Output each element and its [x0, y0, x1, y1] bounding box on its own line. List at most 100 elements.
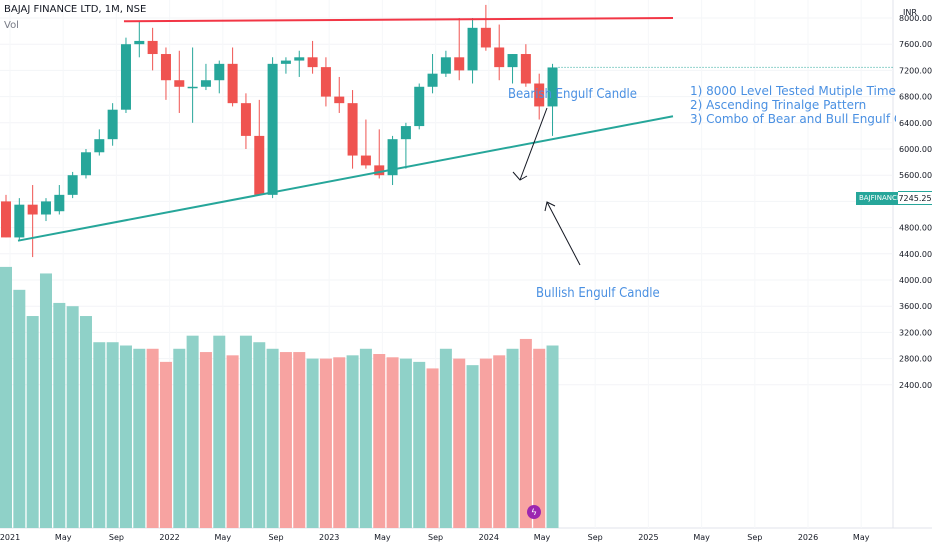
- volume-bar: [319, 358, 332, 528]
- y-tick-label: 5600.00: [899, 171, 932, 180]
- bullish-engulf-label: Bullish Engulf Candle: [536, 286, 660, 301]
- bullish-arrow: [546, 201, 581, 266]
- bearish-arrow: [519, 107, 548, 181]
- note-3: 3) Combo of Bear and Bull Engulf Candle: [690, 112, 896, 126]
- candle-body: [454, 57, 465, 71]
- volume-bar: [479, 358, 492, 528]
- candle-body: [294, 57, 305, 61]
- candle-body: [160, 54, 171, 81]
- candle-body: [27, 204, 38, 215]
- notes-block: 1) 8000 Level Tested Mutiple Times 2) As…: [690, 84, 896, 126]
- volume-bar: [199, 352, 212, 528]
- candle-body: [200, 80, 211, 87]
- x-tick-label: May: [55, 533, 72, 542]
- volume-bar: [413, 361, 426, 528]
- x-tick-label: 2023: [319, 533, 339, 542]
- candle-body: [174, 80, 185, 87]
- volume-bar: [13, 289, 26, 528]
- support-line: [17, 115, 674, 242]
- y-tick-label: 8000.00: [899, 14, 932, 23]
- volume-bar: [533, 348, 546, 528]
- candle-body: [40, 201, 51, 215]
- volume-bar: [159, 361, 172, 528]
- y-tick-label: 6800.00: [899, 93, 932, 102]
- volume-bar: [426, 368, 439, 528]
- volume-bar: [186, 335, 199, 528]
- x-tick-label: 2021: [0, 533, 20, 542]
- x-tick-label: May: [693, 533, 710, 542]
- x-tick-label: May: [374, 533, 391, 542]
- candle-body: [107, 109, 118, 140]
- volume-bar: [306, 358, 319, 528]
- candle-body: [254, 135, 265, 195]
- y-tick-label: 4000.00: [899, 276, 932, 285]
- x-tick-label: 2025: [638, 533, 658, 542]
- volume-bar: [146, 348, 159, 528]
- volume-bar: [359, 348, 372, 528]
- candle-body: [480, 27, 491, 48]
- candle-body: [494, 47, 505, 68]
- candle-body: [534, 83, 545, 107]
- x-tick-label: Sep: [268, 533, 283, 542]
- volume-bar: [506, 348, 519, 528]
- candle-body: [507, 54, 518, 68]
- x-tick-label: May: [853, 533, 870, 542]
- volume-bar: [53, 302, 66, 528]
- volume-bar: [266, 348, 279, 528]
- candle-body: [414, 86, 425, 127]
- volume-bar: [399, 358, 412, 528]
- last-price-tag: 7245.25: [898, 191, 932, 205]
- y-tick-label: 3600.00: [899, 302, 932, 311]
- volume-bar: [119, 345, 132, 528]
- candle-body: [267, 63, 278, 195]
- x-tick-label: May: [534, 533, 551, 542]
- candle-body: [467, 27, 478, 71]
- y-tick-label: 2400.00: [899, 381, 932, 390]
- candle-body: [427, 73, 438, 87]
- currency-label[interactable]: INR: [903, 8, 917, 17]
- volume-bar: [106, 342, 119, 528]
- volume-bar: [279, 352, 292, 528]
- x-tick-label: Sep: [109, 533, 124, 542]
- volume-bar: [333, 357, 346, 528]
- volume-bar: [346, 355, 359, 528]
- volume-bar: [519, 338, 532, 528]
- volume-label: Vol: [4, 20, 19, 31]
- resistance-line: [123, 17, 674, 23]
- candle-body: [440, 57, 451, 74]
- candle-body: [280, 60, 291, 64]
- candle-body: [80, 152, 91, 176]
- bullish-arrowhead: [544, 201, 556, 212]
- x-tick-label: Sep: [588, 533, 603, 542]
- volume-bar: [79, 316, 92, 528]
- candle-body: [1, 201, 11, 238]
- x-tick-label: 2022: [159, 533, 179, 542]
- candle-body: [187, 86, 198, 89]
- bearish-arrowhead: [512, 171, 528, 181]
- y-tick-label: 7600.00: [899, 40, 932, 49]
- note-2: 2) Ascending Trinalge Pattern: [690, 98, 867, 112]
- volume-bar: [26, 316, 39, 528]
- x-tick-label: 2024: [479, 533, 499, 542]
- candle-body: [120, 44, 131, 110]
- volume-bar: [173, 348, 186, 528]
- symbol-tag: BAJFINANCE: [856, 192, 905, 205]
- x-tick-label: May: [215, 533, 232, 542]
- volume-bar: [373, 354, 386, 528]
- candle-body: [240, 103, 251, 136]
- volume-bar: [466, 365, 479, 528]
- y-tick-label: 2800.00: [899, 355, 932, 364]
- candle-body: [307, 57, 318, 68]
- volume-bar: [493, 355, 506, 528]
- candle-body: [520, 54, 531, 84]
- volume-bar: [239, 335, 252, 528]
- y-tick-label: 7200.00: [899, 66, 932, 75]
- lightning-icon[interactable]: ϟ: [527, 505, 541, 519]
- volume-bar: [0, 266, 12, 528]
- candle-body: [227, 63, 238, 104]
- volume-bar: [386, 357, 399, 528]
- volume-bar: [253, 342, 266, 528]
- candle-body: [14, 204, 25, 238]
